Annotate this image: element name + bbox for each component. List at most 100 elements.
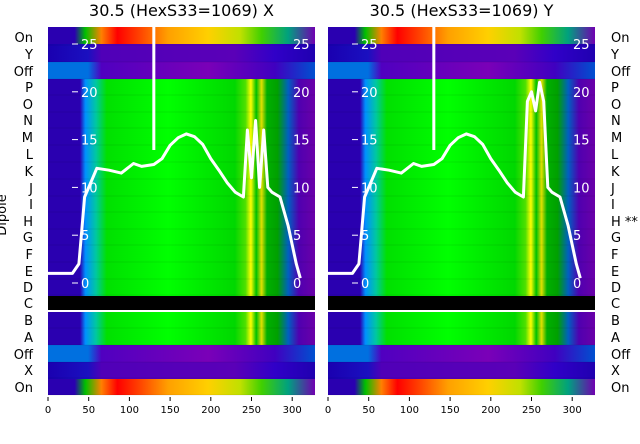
band-ab xyxy=(328,312,595,345)
y-tick-label: 0 xyxy=(293,277,301,292)
row-label: I xyxy=(29,198,33,213)
x-tick-label: 0 xyxy=(45,405,51,416)
panel-2: 30.5 (HexS33=1069) Y 0 0 5 5 10 10 15 15 20 20 25 25… xyxy=(325,1,639,416)
panel-1: 30.5 (HexS33=1069) X 0 0 5 5 10 10 15 15 20 20 25 25… xyxy=(0,1,315,416)
row-label: N xyxy=(23,114,33,129)
row-label: E xyxy=(25,265,33,280)
x-tick-label: 200 xyxy=(481,405,500,416)
row-label: M xyxy=(611,131,622,146)
chart-title: 30.5 (HexS33=1069) X xyxy=(89,1,274,20)
x-tick-label: 150 xyxy=(441,405,460,416)
row-label: A xyxy=(24,331,33,346)
row-label: B xyxy=(611,314,620,329)
row-label: D xyxy=(611,281,621,296)
band-separator xyxy=(48,296,315,310)
x-tick-label: 100 xyxy=(400,405,419,416)
y-tick-label: 20 xyxy=(573,86,590,101)
band-y xyxy=(328,44,595,62)
y-tick-label: 5 xyxy=(573,229,581,244)
row-label: Off xyxy=(611,65,631,80)
row-label: I xyxy=(611,198,615,213)
x-tick-label: 50 xyxy=(82,405,95,416)
row-label: P xyxy=(611,81,619,96)
band-on-top xyxy=(48,27,315,44)
row-label: D xyxy=(23,281,33,296)
y-tick-label: 10 xyxy=(293,181,310,196)
row-label: K xyxy=(24,165,33,180)
band-dipoles xyxy=(48,79,315,296)
row-label: On xyxy=(15,381,33,396)
y-tick-label: 20 xyxy=(81,86,98,101)
band-ab xyxy=(48,312,315,345)
y-tick-label: 10 xyxy=(81,181,98,196)
y-tick-label: 10 xyxy=(573,181,590,196)
row-label: L xyxy=(611,148,619,163)
chart-title: 30.5 (HexS33=1069) Y xyxy=(370,1,554,20)
row-label: K xyxy=(611,165,620,180)
y-tick-label: 5 xyxy=(81,229,89,244)
row-label: E xyxy=(611,265,619,280)
y-tick-label: 20 xyxy=(361,86,378,101)
row-label: F xyxy=(26,248,33,263)
trace-line xyxy=(328,80,582,279)
y-tick-label: 10 xyxy=(361,181,378,196)
y-tick-label: 25 xyxy=(81,38,98,53)
row-label: C xyxy=(24,297,33,312)
x-tick-label: 250 xyxy=(242,405,261,416)
row-label: A xyxy=(611,331,620,346)
x-tick-label: 300 xyxy=(563,405,582,416)
y-tick-label: 25 xyxy=(293,38,310,53)
row-label: H xyxy=(23,215,33,230)
band-off-bottom xyxy=(328,345,595,362)
y-tick-label: 15 xyxy=(293,134,310,149)
row-label: P xyxy=(25,81,33,96)
y-tick-label: 0 xyxy=(361,277,369,292)
row-label: O xyxy=(611,98,621,113)
row-label: Off xyxy=(611,348,631,363)
y-tick-label: 5 xyxy=(361,229,369,244)
band-separator xyxy=(328,296,595,310)
row-label: M xyxy=(22,131,33,146)
trace-line xyxy=(48,119,302,279)
x-tick-label: 150 xyxy=(161,405,180,416)
x-tick-label: 250 xyxy=(522,405,541,416)
band-on-bottom xyxy=(48,379,315,395)
row-label: G xyxy=(23,231,33,246)
y-tick-label: 15 xyxy=(361,134,378,149)
band-x xyxy=(328,362,595,379)
row-label: Off xyxy=(14,65,34,80)
y-tick-label: 25 xyxy=(573,38,590,53)
row-label: On xyxy=(611,381,629,396)
row-label: Off xyxy=(14,348,34,363)
row-label: X xyxy=(611,364,620,379)
y-tick-label: 0 xyxy=(81,277,89,292)
row-label: O xyxy=(23,98,33,113)
band-on-bottom xyxy=(328,379,595,395)
row-label: C xyxy=(611,297,620,312)
band-off-top xyxy=(328,62,595,79)
band-off-top xyxy=(48,62,315,79)
band-dipoles xyxy=(328,79,595,296)
row-label: N xyxy=(611,114,621,129)
row-label: Y xyxy=(24,48,33,63)
y-tick-label: 5 xyxy=(293,229,301,244)
row-label: J xyxy=(610,182,615,197)
y-tick-label: 0 xyxy=(573,277,581,292)
y-axis-label: Dipole xyxy=(0,194,10,235)
row-label: G xyxy=(611,231,621,246)
row-label: B xyxy=(24,314,33,329)
y-tick-label: 15 xyxy=(573,134,590,149)
row-label: On xyxy=(15,31,33,46)
band-on-top xyxy=(328,27,595,44)
row-label: F xyxy=(611,248,618,263)
row-label: J xyxy=(28,182,33,197)
row-label: L xyxy=(26,148,34,163)
y-tick-label: 20 xyxy=(293,86,310,101)
x-tick-label: 100 xyxy=(120,405,139,416)
row-label: H ** xyxy=(611,215,638,230)
row-label: X xyxy=(24,364,33,379)
x-tick-label: 50 xyxy=(362,405,375,416)
x-tick-label: 300 xyxy=(283,405,302,416)
band-x xyxy=(48,362,315,379)
